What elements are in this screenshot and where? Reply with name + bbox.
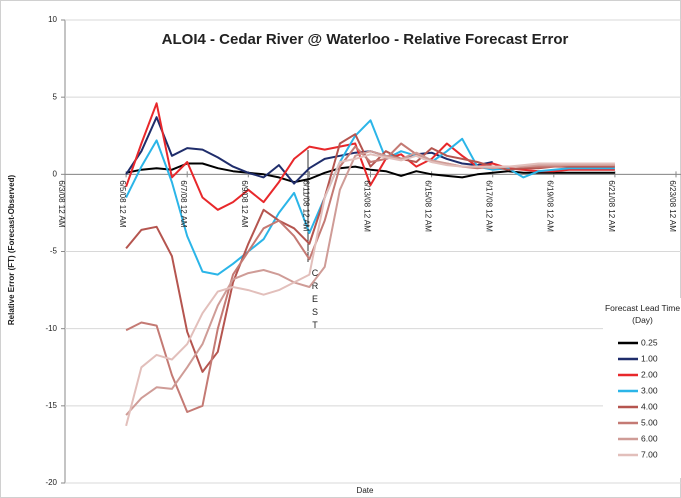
x-tick-label: 6/19/08 12 AM [546, 180, 555, 232]
series-line [125, 133, 615, 373]
x-tick-label: 6/17/08 12 AM [485, 180, 494, 232]
x-tick-label: 6/11/08 12 AM [301, 180, 310, 231]
legend-label: 7.00 [641, 449, 658, 459]
legend-label: 2.00 [641, 369, 658, 379]
y-tick-label: -5 [50, 247, 58, 256]
legend-label: 4.00 [641, 401, 658, 411]
x-tick-label: 6/7/08 12 AM [179, 180, 188, 227]
y-tick-label: -20 [45, 478, 57, 487]
series-line [125, 150, 615, 416]
x-tick-label: 6/21/08 12 AM [607, 180, 616, 232]
series-line [125, 153, 615, 427]
legend-label: 1.00 [641, 353, 658, 363]
x-tick-label: 6/5/08 12 AM [118, 180, 127, 227]
y-axis-label: Relative Error (FT) (Forecast-Observed) [7, 175, 16, 326]
x-tick-label: 6/13/08 12 AM [362, 180, 371, 232]
plot-area [61, 19, 681, 484]
legend-box [603, 298, 681, 478]
y-tick-label: 0 [53, 169, 58, 178]
series-line [125, 102, 615, 211]
y-tick-label: -15 [45, 401, 57, 410]
crest-annotation: CREST [310, 268, 320, 333]
legend-label: 6.00 [641, 433, 658, 443]
legend-label: 0.25 [641, 337, 658, 347]
legend-label: 5.00 [641, 417, 658, 427]
legend-title: Forecast Lead Time (Day) [604, 303, 681, 325]
x-tick-label: 6/23/08 12 AM [668, 180, 677, 232]
chart-title: ALOI4 - Cedar River @ Waterloo - Relativ… [162, 31, 569, 48]
y-tick-label: 5 [53, 92, 58, 101]
series-line [125, 119, 615, 276]
x-axis-label: Date [357, 486, 374, 495]
x-tick-label: 6/9/08 12 AM [240, 180, 249, 227]
x-tick-label: 6/3/08 12 AM [57, 180, 66, 227]
series-line [125, 116, 493, 185]
x-tick-label: 6/15/08 12 AM [423, 180, 432, 232]
y-tick-label: -10 [45, 324, 57, 333]
y-tick-label: 10 [48, 15, 57, 24]
legend-label: 3.00 [641, 385, 658, 395]
